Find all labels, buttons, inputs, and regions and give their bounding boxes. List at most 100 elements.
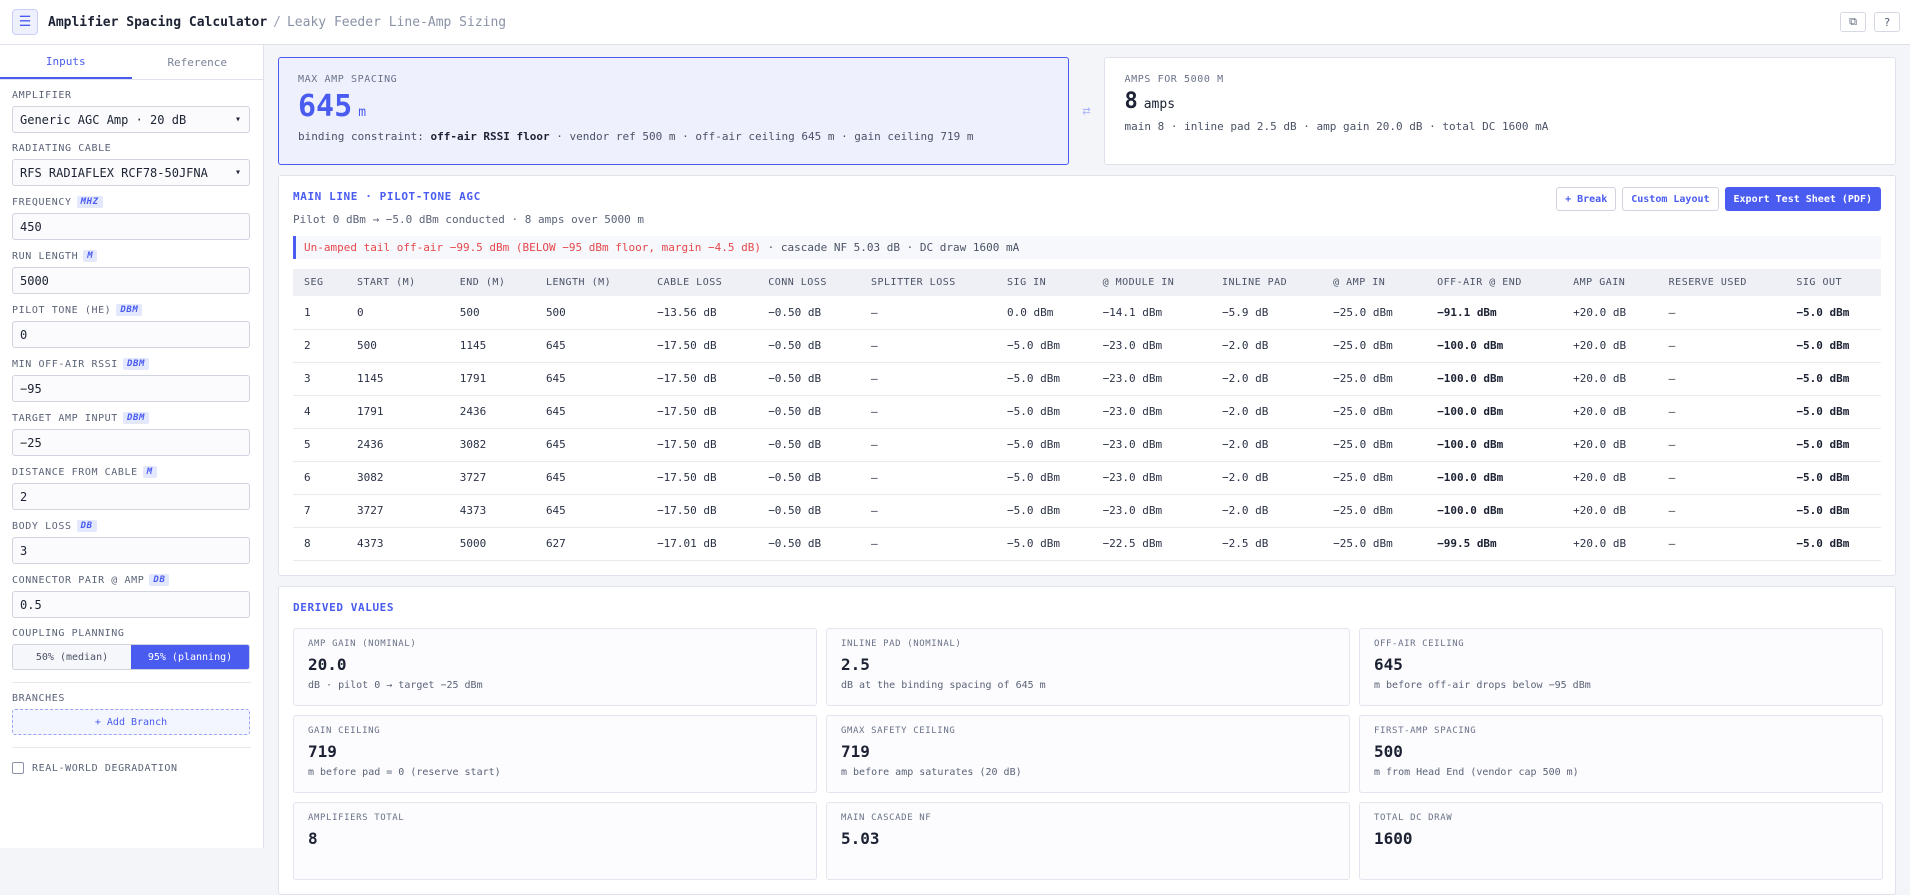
coupling-option[interactable]: 50% (median): [13, 645, 131, 669]
table-row[interactable]: 6 3082 3727 645 −17.50 dB −0.50 dB — −5.0 dBm −2…: [293, 461, 1881, 495]
select-field[interactable]: RFS RADIAFLEX RCF78-50JFNA ▾: [12, 159, 250, 186]
copy-icon[interactable]: ⧉: [1840, 12, 1866, 32]
card-note: m before off-air drops below −95 dBm: [1374, 679, 1591, 691]
add-branch-button[interactable]: + Add Branch: [12, 709, 250, 735]
table-cell: −2.0 dB: [1210, 494, 1323, 528]
table-cell: 500: [534, 296, 647, 330]
field-label: RUN LENGTH M: [12, 250, 251, 262]
table-cell: 2436: [448, 395, 535, 429]
table-cell: −91.1 dBm: [1426, 296, 1563, 330]
table-cell: −5.0 dBm: [1785, 461, 1881, 495]
table-cell: −2.0 dB: [1210, 395, 1323, 429]
table-row[interactable]: 2 500 1145 645 −17.50 dB −0.50 dB — −5.0 dBm −23…: [293, 329, 1881, 363]
table-cell: —: [859, 362, 997, 396]
input-field[interactable]: 3: [12, 537, 250, 564]
table-cell: −17.50 dB: [646, 395, 758, 429]
column-header: SIG OUT: [1785, 269, 1881, 296]
field-label: COUPLING PLANNING: [12, 628, 125, 639]
table-cell: 645: [534, 494, 647, 528]
card-note: m before amp saturates (20 dB): [841, 766, 1022, 778]
tab-inputs[interactable]: Inputs: [0, 45, 132, 79]
table-row[interactable]: 7 3727 4373 645 −17.50 dB −0.50 dB — −5.0 dBm −2…: [293, 494, 1881, 528]
table-cell: —: [1657, 461, 1786, 495]
degradation-toggle[interactable]: REAL-WORLD DEGRADATION: [12, 762, 251, 774]
table-cell: −100.0 dBm: [1426, 461, 1563, 495]
field-label: AMPLIFIER: [12, 90, 72, 101]
checkbox[interactable]: [12, 762, 24, 774]
column-header: CONN LOSS: [757, 269, 860, 296]
table-cell: −17.50 dB: [646, 428, 758, 462]
table-cell: 1791: [448, 362, 535, 396]
table-row[interactable]: 5 2436 3082 645 −17.50 dB −0.50 dB — −5.0 dBm −2…: [293, 428, 1881, 462]
table-cell: —: [859, 296, 997, 330]
table-cell: −2.0 dB: [1210, 428, 1323, 462]
table-cell: 5000: [448, 527, 535, 561]
table-cell: −5.9 dB: [1210, 296, 1323, 330]
card-value: 1600: [1374, 828, 1413, 848]
table-cell: −2.0 dB: [1210, 461, 1323, 495]
card-note: m before pad = 0 (reserve start): [308, 766, 501, 778]
table-cell: 645: [534, 329, 647, 363]
custom-layout-button[interactable]: Custom Layout: [1622, 187, 1719, 211]
table-cell: −5.0 dBm: [1785, 296, 1881, 330]
table-cell: —: [1657, 494, 1786, 528]
card-label: AMPLIFIERS TOTAL: [308, 812, 405, 823]
table-cell: −100.0 dBm: [1426, 362, 1563, 396]
swap-icon[interactable]: ⇄: [1082, 103, 1091, 119]
field-label: BRANCHES: [12, 693, 65, 704]
divider: [12, 682, 251, 683]
title-separator: /: [273, 14, 281, 30]
table-cell: +20.0 dB: [1562, 494, 1658, 528]
menu-icon[interactable]: ☰: [12, 9, 38, 35]
table-row[interactable]: 8 4373 5000 627 −17.01 dB −0.50 dB — −5.0 dBm −2…: [293, 527, 1881, 561]
derived-card: GMAX SAFETY CEILING 719 m before amp satur…: [826, 714, 1350, 793]
select-field[interactable]: Generic AGC Amp · 20 dB ▾: [12, 106, 250, 133]
table-row[interactable]: 3 1145 1791 645 −17.50 dB −0.50 dB — −5.0 dBm −2…: [293, 362, 1881, 396]
card-value: 500: [1374, 741, 1403, 761]
table-cell: −0.50 dB: [757, 494, 860, 528]
table-cell: —: [1657, 362, 1786, 396]
help-icon[interactable]: ?: [1874, 12, 1900, 32]
table-cell: −25.0 dBm: [1322, 461, 1427, 495]
export-pdf-button[interactable]: Export Test Sheet (PDF): [1724, 187, 1881, 211]
input-field[interactable]: 5000: [12, 267, 250, 294]
table-cell: 3082: [345, 461, 449, 495]
table-cell: 2436: [345, 428, 449, 462]
column-header: CABLE LOSS: [646, 269, 758, 296]
table-cell: 1145: [448, 329, 535, 363]
table-row[interactable]: 1 0 500 500 −13.56 dB −0.50 dB —0.0 dBm −14.1 d…: [293, 296, 1881, 330]
table-cell: −2.5 dB: [1210, 527, 1323, 561]
hero-value: 8: [1124, 89, 1138, 114]
input-field[interactable]: 2: [12, 483, 250, 510]
table-cell: 3: [293, 362, 346, 396]
table-cell: −23.0 dBm: [1091, 329, 1211, 363]
card-label: TOTAL DC DRAW: [1374, 812, 1453, 823]
table-cell: −0.50 dB: [757, 527, 860, 561]
chevron-down-icon: ▾: [234, 114, 241, 125]
input-field[interactable]: 450: [12, 213, 250, 240]
table-row[interactable]: 4 1791 2436 645 −17.50 dB −0.50 dB — −5.0 dBm −2…: [293, 395, 1881, 429]
table-cell: +20.0 dB: [1562, 461, 1658, 495]
add-break-button[interactable]: + Break: [1556, 187, 1617, 211]
table-cell: −5.0 dBm: [996, 395, 1092, 429]
column-header: INLINE PAD: [1210, 269, 1323, 296]
table-cell: +20.0 dB: [1562, 395, 1658, 429]
input-field[interactable]: 0.5: [12, 591, 250, 618]
table-cell: —: [859, 395, 997, 429]
column-header: SEG: [293, 269, 346, 296]
input-field[interactable]: −25: [12, 429, 250, 456]
table-cell: −100.0 dBm: [1426, 428, 1563, 462]
table-cell: 3727: [345, 494, 449, 528]
tab-reference[interactable]: Reference: [167, 55, 228, 69]
unit-badge: DBM: [122, 412, 149, 424]
input-field[interactable]: 0: [12, 321, 250, 348]
input-field[interactable]: −95: [12, 375, 250, 402]
table-cell: 645: [534, 362, 647, 396]
table-cell: 645: [534, 461, 647, 495]
card-value: 719: [841, 741, 870, 761]
coupling-option[interactable]: 95% (planning): [131, 645, 249, 669]
card-label: AMP GAIN (NOMINAL): [308, 638, 417, 649]
table-cell: −2.0 dB: [1210, 362, 1323, 396]
field-label: DISTANCE FROM CABLE M: [12, 466, 251, 478]
column-header: @ AMP IN: [1322, 269, 1427, 296]
